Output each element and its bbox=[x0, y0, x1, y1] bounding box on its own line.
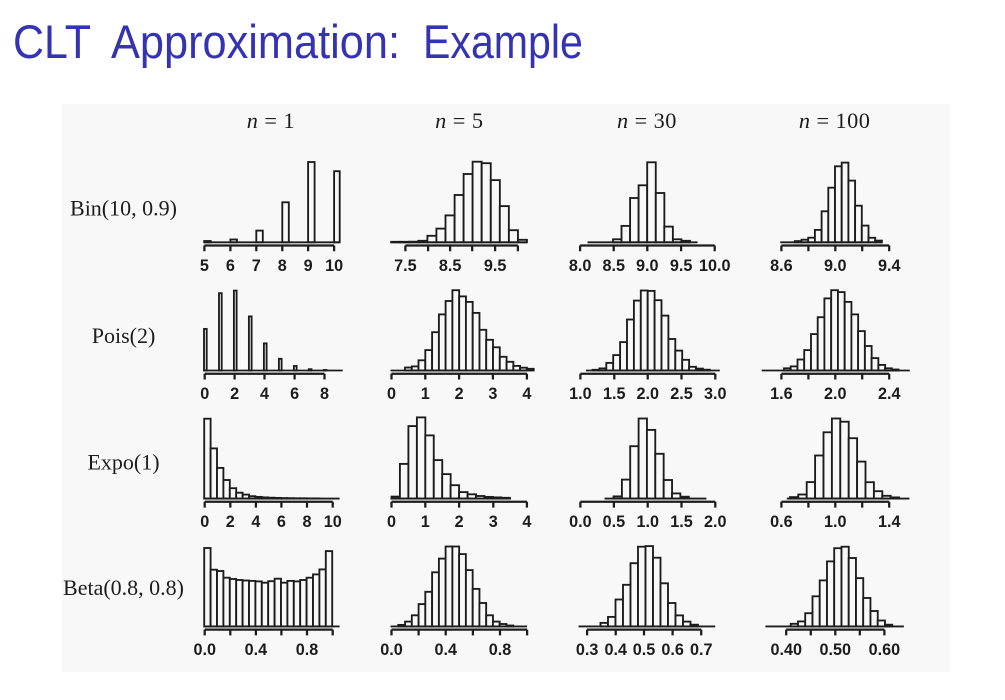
svg-text:8: 8 bbox=[278, 257, 287, 275]
svg-text:1: 1 bbox=[421, 513, 430, 531]
svg-text:8.5: 8.5 bbox=[439, 257, 462, 275]
svg-text:4: 4 bbox=[522, 385, 531, 403]
svg-text:n = 1: n = 1 bbox=[247, 108, 295, 133]
svg-text:9.5: 9.5 bbox=[670, 257, 693, 275]
svg-text:3.0: 3.0 bbox=[704, 385, 727, 403]
svg-text:5: 5 bbox=[200, 257, 209, 275]
svg-text:0.0: 0.0 bbox=[569, 513, 592, 531]
svg-text:1.4: 1.4 bbox=[878, 513, 901, 531]
svg-text:n = 5: n = 5 bbox=[435, 108, 483, 133]
svg-text:n = 30: n = 30 bbox=[617, 108, 677, 133]
svg-text:8.5: 8.5 bbox=[602, 257, 625, 275]
svg-text:Pois(2): Pois(2) bbox=[92, 323, 156, 348]
svg-text:2.5: 2.5 bbox=[670, 385, 693, 403]
svg-text:1.0: 1.0 bbox=[824, 513, 847, 531]
svg-text:4: 4 bbox=[251, 513, 260, 531]
svg-text:10: 10 bbox=[324, 513, 342, 531]
svg-text:3: 3 bbox=[488, 385, 497, 403]
svg-text:0.4: 0.4 bbox=[245, 641, 268, 659]
svg-text:1.5: 1.5 bbox=[670, 513, 693, 531]
svg-text:0.8: 0.8 bbox=[296, 641, 319, 659]
svg-text:0: 0 bbox=[200, 513, 209, 531]
svg-text:10.0: 10.0 bbox=[699, 257, 731, 275]
svg-text:9.5: 9.5 bbox=[484, 257, 507, 275]
svg-text:n = 100: n = 100 bbox=[799, 108, 870, 133]
svg-text:2.0: 2.0 bbox=[704, 513, 727, 531]
svg-text:0: 0 bbox=[200, 385, 209, 403]
svg-text:8.0: 8.0 bbox=[569, 257, 592, 275]
svg-text:0.0: 0.0 bbox=[380, 641, 403, 659]
svg-text:Expo(1): Expo(1) bbox=[87, 449, 159, 474]
svg-text:10: 10 bbox=[325, 257, 343, 275]
svg-text:0.4: 0.4 bbox=[604, 641, 627, 659]
svg-text:7.5: 7.5 bbox=[394, 257, 417, 275]
svg-text:0.5: 0.5 bbox=[603, 513, 626, 531]
svg-text:1.6: 1.6 bbox=[770, 385, 793, 403]
svg-text:1.0: 1.0 bbox=[569, 385, 592, 403]
svg-text:9.0: 9.0 bbox=[824, 257, 847, 275]
svg-text:6: 6 bbox=[290, 385, 299, 403]
svg-text:4: 4 bbox=[522, 513, 531, 531]
svg-text:3: 3 bbox=[489, 513, 498, 531]
svg-text:1.5: 1.5 bbox=[603, 385, 626, 403]
svg-text:2.4: 2.4 bbox=[878, 385, 901, 403]
svg-text:8.6: 8.6 bbox=[770, 257, 793, 275]
svg-text:7: 7 bbox=[252, 257, 261, 275]
svg-text:6: 6 bbox=[226, 257, 235, 275]
svg-text:0: 0 bbox=[387, 385, 396, 403]
svg-text:Beta(0.8, 0.8): Beta(0.8, 0.8) bbox=[63, 575, 184, 600]
svg-text:0.40: 0.40 bbox=[770, 641, 802, 659]
svg-text:0.8: 0.8 bbox=[489, 641, 512, 659]
svg-text:0.7: 0.7 bbox=[690, 641, 713, 659]
svg-text:1: 1 bbox=[421, 385, 430, 403]
svg-text:Bin(10, 0.9): Bin(10, 0.9) bbox=[70, 196, 177, 221]
svg-text:8: 8 bbox=[302, 513, 311, 531]
svg-text:2: 2 bbox=[455, 385, 464, 403]
svg-text:4: 4 bbox=[260, 385, 269, 403]
svg-text:0.0: 0.0 bbox=[193, 641, 216, 659]
svg-text:8: 8 bbox=[320, 385, 329, 403]
svg-text:0.50: 0.50 bbox=[820, 641, 852, 659]
svg-text:2: 2 bbox=[230, 385, 239, 403]
svg-text:2.0: 2.0 bbox=[824, 385, 847, 403]
svg-text:2: 2 bbox=[226, 513, 235, 531]
svg-text:0.3: 0.3 bbox=[576, 641, 599, 659]
svg-text:6: 6 bbox=[277, 513, 286, 531]
svg-text:1.0: 1.0 bbox=[636, 513, 659, 531]
svg-text:9.4: 9.4 bbox=[878, 257, 901, 275]
svg-text:0.60: 0.60 bbox=[869, 641, 901, 659]
svg-text:0: 0 bbox=[387, 513, 396, 531]
svg-text:0.6: 0.6 bbox=[770, 513, 793, 531]
svg-text:2: 2 bbox=[455, 513, 464, 531]
svg-text:0.4: 0.4 bbox=[434, 641, 457, 659]
svg-text:0.6: 0.6 bbox=[661, 641, 684, 659]
svg-text:0.5: 0.5 bbox=[633, 641, 656, 659]
svg-text:9.0: 9.0 bbox=[636, 257, 659, 275]
svg-text:9: 9 bbox=[304, 257, 313, 275]
svg-text:2.0: 2.0 bbox=[636, 385, 659, 403]
